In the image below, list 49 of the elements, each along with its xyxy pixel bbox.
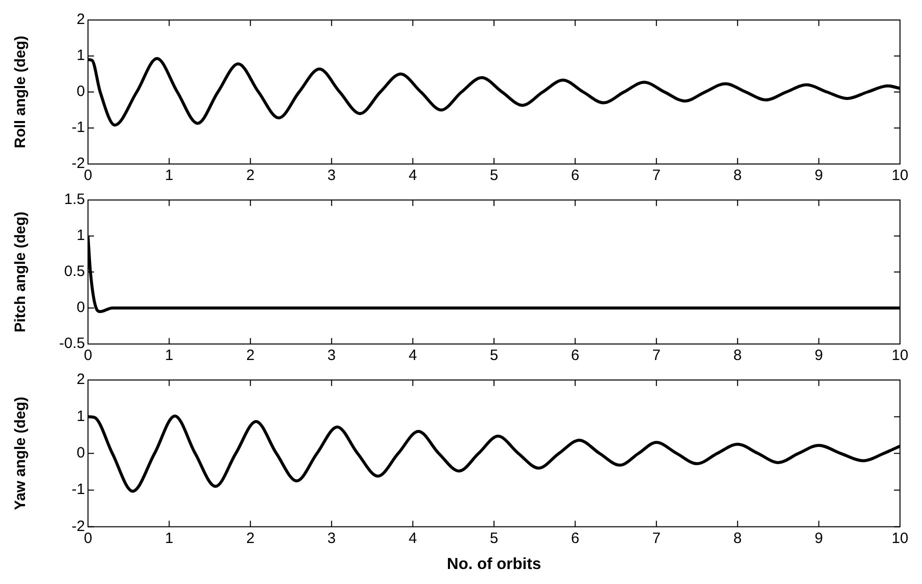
y-axis-title: Yaw angle (deg) (12, 396, 30, 510)
y-axis-title: Pitch angle (deg) (12, 212, 30, 332)
x-tick-label: 9 (814, 167, 823, 184)
y-tick-label: -2 (72, 155, 85, 172)
x-tick-label: 7 (652, 530, 661, 547)
y-tick-label: -0.5 (59, 335, 85, 352)
x-tick-label: 10 (892, 167, 908, 184)
x-tick-label: 6 (571, 347, 580, 364)
x-tick-label: 10 (892, 347, 908, 364)
y-tick-label: 0.5 (64, 263, 85, 280)
x-tick-label: 8 (733, 167, 742, 184)
y-tick-label: -1 (72, 481, 85, 498)
x-tick-label: 7 (652, 167, 661, 184)
x-tick-label: 4 (408, 167, 417, 184)
x-tick-label: 6 (571, 530, 580, 547)
x-tick-label: 4 (408, 347, 417, 364)
y-tick-label: 1.5 (64, 191, 85, 208)
x-axis-title: No. of orbits (446, 556, 542, 573)
x-tick-label: 2 (246, 530, 255, 547)
x-tick-label: 9 (814, 530, 823, 547)
x-tick-label: 2 (246, 167, 255, 184)
y-tick-label: 1 (76, 47, 85, 64)
y-tick-label: 1 (76, 227, 85, 244)
y-axis-title: Roll angle (deg) (12, 36, 30, 148)
y-tick-label: -2 (72, 518, 85, 535)
x-tick-label: 5 (490, 347, 498, 364)
x-tick-label: 3 (327, 347, 336, 364)
x-tick-label: 5 (490, 167, 498, 184)
y-tick-label: 0 (76, 299, 85, 316)
x-tick-label: 2 (246, 347, 255, 364)
x-tick-label: 5 (490, 530, 498, 547)
x-tick-label: 1 (165, 530, 174, 547)
x-tick-label: 6 (571, 167, 580, 184)
x-tick-label: 10 (892, 530, 908, 547)
y-tick-label: -1 (72, 119, 85, 136)
y-tick-label: 2 (76, 371, 85, 388)
y-tick-label: 1 (76, 408, 85, 425)
x-tick-label: 3 (327, 530, 336, 547)
x-tick-label: 1 (165, 167, 174, 184)
x-tick-label: 8 (733, 347, 742, 364)
x-tick-label: 3 (327, 167, 336, 184)
y-tick-label: 2 (76, 11, 85, 28)
x-tick-label: 1 (165, 347, 174, 364)
y-tick-label: 0 (76, 83, 85, 100)
x-tick-label: 9 (814, 347, 823, 364)
x-tick-label: 8 (733, 530, 742, 547)
x-tick-label: 7 (652, 347, 661, 364)
x-tick-label: 4 (408, 530, 417, 547)
y-tick-label: 0 (76, 444, 85, 462)
